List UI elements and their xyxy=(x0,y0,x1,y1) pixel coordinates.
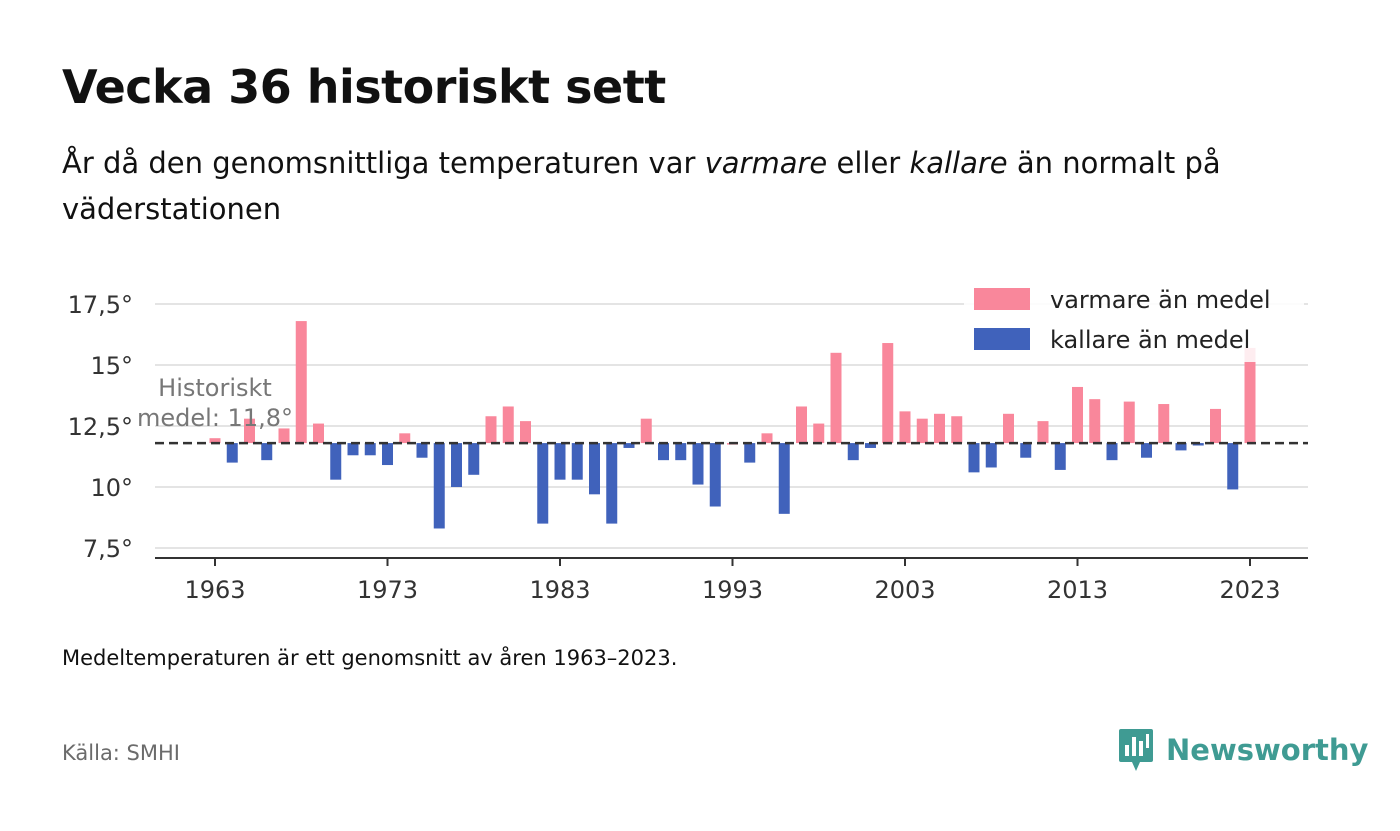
bar-warm xyxy=(830,352,842,444)
legend-swatch xyxy=(974,288,1030,310)
bar-cold xyxy=(261,443,273,461)
legend-label: varmare än medel xyxy=(1050,286,1271,314)
page-subtitle: År då den genomsnittliga temperaturen va… xyxy=(62,140,1322,232)
newsworthy-logo[interactable]: Newsworthy xyxy=(1118,726,1368,774)
subtitle-part2: eller xyxy=(827,146,910,180)
bar-warm xyxy=(1123,401,1135,444)
bar-cold xyxy=(692,443,704,485)
x-tick-label: 1993 xyxy=(702,576,763,604)
x-tick-label: 1963 xyxy=(184,576,245,604)
bar-cold xyxy=(226,443,238,463)
subtitle-part3: än normalt på väderstationen xyxy=(62,146,1221,226)
bar-warm xyxy=(485,416,497,444)
bar-warm xyxy=(761,433,773,444)
bar-cold xyxy=(416,443,428,458)
bar-cold xyxy=(1020,443,1032,458)
footnote: Medeltemperaturen är ett genomsnitt av å… xyxy=(62,646,678,670)
bar-cold xyxy=(1054,443,1066,470)
y-tick-label: 7,5° xyxy=(83,535,133,563)
bar-warm xyxy=(1158,404,1170,444)
bar-cold xyxy=(382,443,393,466)
bar-warm xyxy=(951,416,963,444)
bar-cold xyxy=(778,443,790,514)
x-tick-label: 2003 xyxy=(874,576,935,604)
bar-warm xyxy=(796,406,807,444)
x-tick-label: 2023 xyxy=(1219,576,1280,604)
y-tick-label: 15° xyxy=(90,352,133,380)
bar-warm xyxy=(1037,421,1049,444)
subtitle-part1: År då den genomsnittliga temperaturen va… xyxy=(62,146,705,180)
legend-label: kallare än medel xyxy=(1050,326,1250,354)
y-tick-label: 10° xyxy=(90,474,133,502)
bar-warm xyxy=(1089,399,1101,444)
bar-cold xyxy=(709,443,721,507)
mean-annotation: Historiskt xyxy=(158,374,272,402)
bar-warm xyxy=(1003,413,1014,444)
bar-warm xyxy=(916,418,928,444)
bar-warm xyxy=(640,418,652,444)
bar-warm xyxy=(278,428,290,444)
bar-warm xyxy=(295,321,307,444)
bar-cold xyxy=(589,443,600,495)
bar-cold xyxy=(364,443,376,456)
bar-cold xyxy=(1175,443,1187,451)
bar-warm xyxy=(934,413,945,444)
newsworthy-icon xyxy=(1119,729,1153,771)
subtitle-cold-word: kallare xyxy=(909,146,1008,180)
bar-warm xyxy=(313,423,324,444)
bar-warm xyxy=(1072,386,1083,444)
bar-cold xyxy=(433,443,445,529)
bar-warm xyxy=(882,343,894,444)
bar-warm xyxy=(209,438,221,444)
x-tick-label: 1983 xyxy=(529,576,590,604)
brand-name: Newsworthy xyxy=(1166,733,1369,767)
bar-cold xyxy=(347,443,359,456)
bar-cold xyxy=(468,443,480,475)
mean-annotation: medel: 11,8° xyxy=(137,404,293,432)
bar-cold xyxy=(847,443,859,461)
bar-cold xyxy=(1106,443,1118,461)
bar-cold xyxy=(658,443,669,461)
bar-warm xyxy=(1244,347,1256,444)
x-tick-label: 2013 xyxy=(1047,576,1108,604)
bar-cold xyxy=(1141,443,1152,458)
subtitle-warm-word: varmare xyxy=(704,146,828,180)
page-title: Vecka 36 historiskt sett xyxy=(62,60,666,114)
bar-warm xyxy=(520,421,531,444)
x-tick-label: 1973 xyxy=(357,576,418,604)
bar-cold xyxy=(330,443,342,480)
bar-warm xyxy=(899,411,911,444)
bar-warm xyxy=(244,418,255,444)
bar-cold xyxy=(537,443,549,524)
bar-cold xyxy=(571,443,583,480)
bar-cold xyxy=(675,443,687,461)
y-tick-label: 17,5° xyxy=(68,291,133,319)
bar-warm xyxy=(399,433,411,444)
bar-cold xyxy=(1227,443,1239,490)
source-label: Källa: SMHI xyxy=(62,741,180,765)
bar-cold xyxy=(451,443,462,487)
bar-warm xyxy=(1210,408,1221,444)
bar-cold xyxy=(985,443,997,468)
bar-cold xyxy=(606,443,618,524)
legend-swatch xyxy=(974,328,1030,350)
bar-cold xyxy=(744,443,756,463)
bar-warm xyxy=(813,423,825,444)
bar-cold xyxy=(623,443,635,448)
bar-warm xyxy=(502,406,514,444)
bar-cold xyxy=(968,443,980,473)
y-tick-label: 12,5° xyxy=(68,413,133,441)
bar-cold xyxy=(554,443,566,480)
bar-cold xyxy=(865,443,876,448)
